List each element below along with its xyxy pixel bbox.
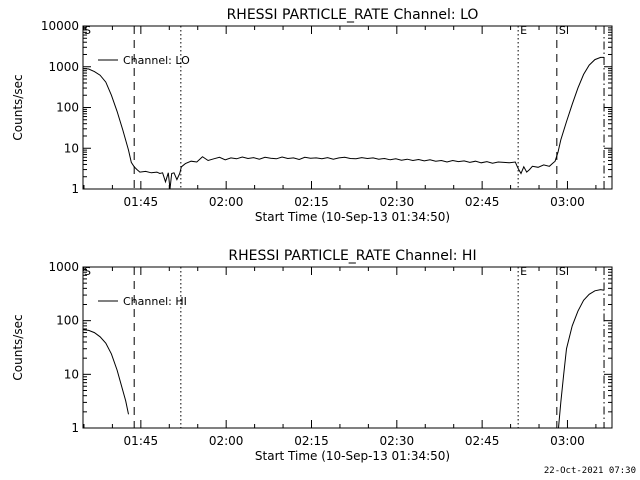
panel-2-corner-marker-label: S [84,265,91,278]
panel-2-x-tick-label: 02:30 [380,434,415,448]
panel-1-y-axis-label: Counts/sec [11,74,25,140]
render-timestamp: 22-Oct-2021 07:30 [543,466,636,476]
panel-1-x-tick-label: 02:15 [294,195,329,209]
panel-1-x-tick-label: 01:45 [124,195,159,209]
panel-2-x-axis-label: Start Time (10-Sep-13 01:34:50) [255,449,450,463]
panel-2-series-line-1-segment-2 [558,289,605,429]
panel-1-y-tick-label: 1000 [48,60,79,74]
panel-1-title: RHESSI PARTICLE_RATE Channel: LO [227,7,479,23]
panel-1-x-tick-label: 02:30 [380,195,415,209]
panel-1-series-line-1-segment-1 [82,56,604,190]
panel-2-title: RHESSI PARTICLE_RATE Channel: HI [228,248,476,264]
panel-2-marker-label: S [559,265,566,278]
panel-2-y-tick-label: 10 [64,367,79,381]
panel-2-x-tick-label: 02:00 [209,434,244,448]
panel-1-x-tick-label: 02:45 [465,195,500,209]
panel-1-x-tick-label: 02:00 [209,195,244,209]
panel-1-x-axis-label: Start Time (10-Sep-13 01:34:50) [255,210,450,224]
panel-1-y-tick-label: 100 [56,101,79,115]
panel-1-y-tick-label: 10000 [41,19,79,33]
panel-2-y-axis-label: Counts/sec [11,314,25,380]
panel-1-corner-marker-label: S [84,24,91,37]
panel-2-x-tick-label: 01:45 [124,434,159,448]
panel-1-marker-label: E [520,24,527,37]
panel-2-series-line-1-segment-1 [82,329,129,415]
panel-1-y-tick-label: 1 [71,182,79,196]
panel-1-marker-label: S [559,24,566,37]
panel-2-plot-frame [82,266,613,429]
panel-2-x-tick-label: 02:15 [294,434,329,448]
panel-2-x-tick-label: 02:45 [465,434,500,448]
panel-2-y-tick-label: 1000 [48,260,79,274]
panel-2-y-tick-label: 1 [71,421,79,435]
panel-2-y-tick-label: 100 [56,314,79,328]
panel-2-marker-label: E [520,265,527,278]
panel-1-x-tick-label: 03:00 [550,195,585,209]
panel-2-x-tick-label: 03:00 [550,434,585,448]
panel-2-legend-label: Channel: HI [123,295,187,308]
panel-1-legend-label: Channel: LO [123,54,190,67]
panel-1-plot-frame [82,25,613,190]
panel-1-y-tick-label: 10 [64,141,79,155]
